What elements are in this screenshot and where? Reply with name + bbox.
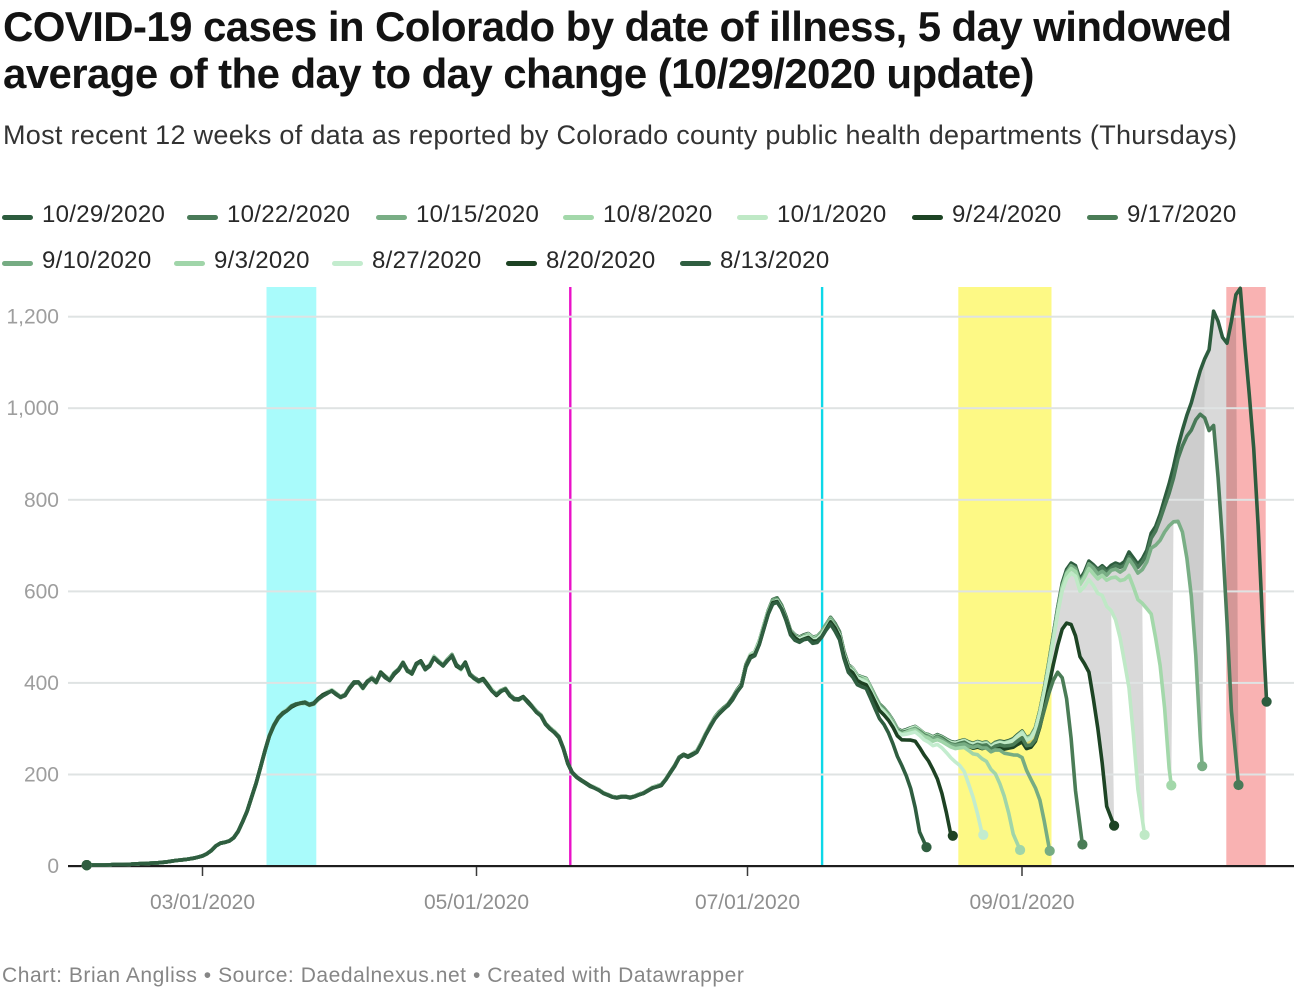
svg-text:0: 0 [47,855,59,878]
svg-text:800: 800 [24,489,59,512]
svg-text:1,000: 1,000 [6,397,59,420]
svg-text:1,200: 1,200 [6,306,59,329]
svg-text:400: 400 [24,672,59,695]
svg-text:200: 200 [24,764,59,787]
svg-text:05/01/2020: 05/01/2020 [424,891,529,914]
svg-text:07/01/2020: 07/01/2020 [695,891,800,914]
svg-text:09/01/2020: 09/01/2020 [969,891,1074,914]
svg-text:600: 600 [24,580,59,603]
svg-text:03/01/2020: 03/01/2020 [150,891,255,914]
